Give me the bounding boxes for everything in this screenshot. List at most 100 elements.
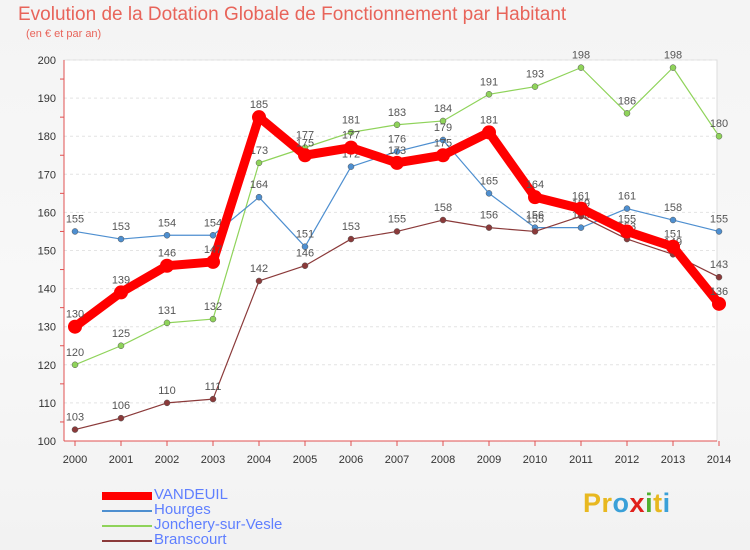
data-point-hourges: [71, 228, 79, 235]
data-label-branscourt: 111: [205, 381, 222, 393]
y-tick-label: 170: [38, 169, 56, 181]
data-label-hourges: 164: [250, 179, 268, 191]
data-label-vandeuil: 177: [342, 130, 360, 142]
data-point-branscourt: [485, 224, 493, 231]
legend-swatch-jonchery: [102, 525, 152, 527]
data-label-hourges: 158: [664, 202, 682, 214]
x-tick-label: 2001: [109, 454, 133, 466]
data-point-hourges: [439, 136, 447, 144]
x-tick-label: 2012: [615, 454, 639, 466]
data-label-hourges: 155: [66, 213, 84, 225]
data-point-jonchery-sur-vesle: [439, 117, 447, 125]
series-branscourt: 1031061101111421461531551581561551591531…: [66, 198, 728, 433]
chart-title: Evolution de la Dotation Globale de Fonc…: [18, 4, 567, 25]
data-label-hourges: 153: [112, 221, 130, 233]
data-label-jonchery-sur-vesle: 183: [388, 107, 406, 119]
data-point-hourges: [255, 193, 263, 201]
data-point-vandeuil: [482, 125, 496, 140]
logo-letter: r: [601, 488, 613, 518]
data-label-branscourt: 142: [250, 263, 268, 275]
data-point-hourges: [577, 224, 585, 231]
data-label-branscourt: 143: [710, 259, 728, 271]
data-point-hourges: [485, 190, 493, 197]
data-point-jonchery-sur-vesle: [117, 342, 125, 349]
data-label-vandeuil: 139: [112, 274, 130, 286]
data-point-hourges: [623, 205, 631, 212]
data-label-hourges: 176: [388, 133, 406, 145]
y-tick-label: 130: [38, 322, 56, 334]
logo-letter: x: [629, 488, 646, 518]
data-point-jonchery-sur-vesle: [485, 91, 493, 98]
y-tick-label: 100: [38, 436, 56, 448]
y-tick-label: 190: [38, 93, 56, 105]
data-label-jonchery-sur-vesle: 198: [664, 50, 682, 62]
data-label-jonchery-sur-vesle: 198: [572, 50, 590, 62]
data-label-jonchery-sur-vesle: 177: [296, 130, 314, 142]
data-point-vandeuil: [344, 140, 358, 155]
data-label-hourges: 161: [618, 191, 636, 203]
x-tick-label: 2005: [293, 454, 317, 466]
data-point-vandeuil: [68, 319, 82, 334]
y-tick-label: 110: [38, 398, 56, 410]
data-point-branscourt: [209, 395, 217, 403]
x-tick-label: 2008: [431, 454, 455, 466]
data-label-vandeuil: 136: [710, 286, 728, 298]
y-tick-label: 140: [38, 284, 56, 296]
data-point-branscourt: [393, 228, 401, 235]
data-label-jonchery-sur-vesle: 173: [250, 145, 268, 157]
data-label-hourges: 179: [434, 122, 452, 134]
legend-label-branscourt: Branscourt: [154, 531, 227, 548]
data-label-branscourt: 103: [66, 412, 84, 424]
data-label-branscourt: 153: [342, 221, 360, 233]
data-label-vandeuil: 175: [296, 137, 314, 149]
logo-letter: t: [653, 488, 663, 518]
data-point-branscourt: [347, 235, 355, 243]
data-label-vandeuil: 164: [526, 179, 544, 191]
data-label-vandeuil: 181: [480, 114, 498, 126]
data-label-branscourt: 158: [434, 202, 452, 214]
data-label-branscourt: 155: [388, 213, 406, 225]
x-tick-label: 2009: [477, 454, 501, 466]
x-tick-label: 2013: [661, 454, 685, 466]
data-label-hourges: 156: [526, 210, 544, 222]
y-tick-label: 200: [38, 55, 56, 67]
data-point-jonchery-sur-vesle: [531, 83, 539, 90]
data-point-jonchery-sur-vesle: [623, 110, 631, 117]
x-tick-label: 2007: [385, 454, 409, 466]
data-label-jonchery-sur-vesle: 120: [66, 347, 84, 359]
data-label-vandeuil: 151: [664, 229, 682, 241]
data-point-hourges: [715, 228, 723, 235]
data-point-jonchery-sur-vesle: [71, 361, 79, 369]
data-label-branscourt: 156: [480, 210, 498, 222]
data-point-hourges: [347, 163, 355, 170]
legend-swatch-hourges: [102, 510, 152, 512]
data-point-vandeuil: [620, 224, 634, 239]
data-label-jonchery-sur-vesle: 181: [342, 114, 360, 126]
data-point-jonchery-sur-vesle: [715, 132, 723, 140]
data-label-hourges: 154: [204, 217, 222, 229]
data-point-vandeuil: [298, 148, 312, 163]
data-label-vandeuil: 147: [204, 244, 222, 256]
series-jonchery-sur-vesle: 120 125 131 132 173 177 181 183 184 191 193 198 186 1…: [66, 50, 728, 369]
data-point-branscourt: [531, 228, 539, 235]
data-label-vandeuil: 155: [618, 213, 636, 225]
data-point-vandeuil: [252, 110, 266, 125]
logo-letter: o: [612, 488, 630, 518]
x-tick-label: 2010: [523, 454, 547, 466]
data-label-hourges: 165: [480, 175, 498, 187]
data-label-vandeuil: 130: [66, 309, 84, 321]
data-point-vandeuil: [712, 296, 726, 311]
data-label-vandeuil: 173: [388, 145, 406, 157]
data-point-vandeuil: [114, 285, 128, 300]
data-label-jonchery-sur-vesle: 184: [434, 103, 452, 115]
legend-label-hourges: Hourges: [154, 501, 211, 518]
proxiti-logo: Proxiti: [583, 488, 671, 519]
data-label-jonchery-sur-vesle: 125: [112, 328, 130, 340]
data-label-hourges: 154: [158, 217, 176, 229]
logo-letter: P: [583, 488, 602, 518]
legend-swatch-branscourt: [102, 540, 152, 542]
data-point-jonchery-sur-vesle: [163, 319, 171, 327]
data-point-vandeuil: [574, 201, 588, 216]
